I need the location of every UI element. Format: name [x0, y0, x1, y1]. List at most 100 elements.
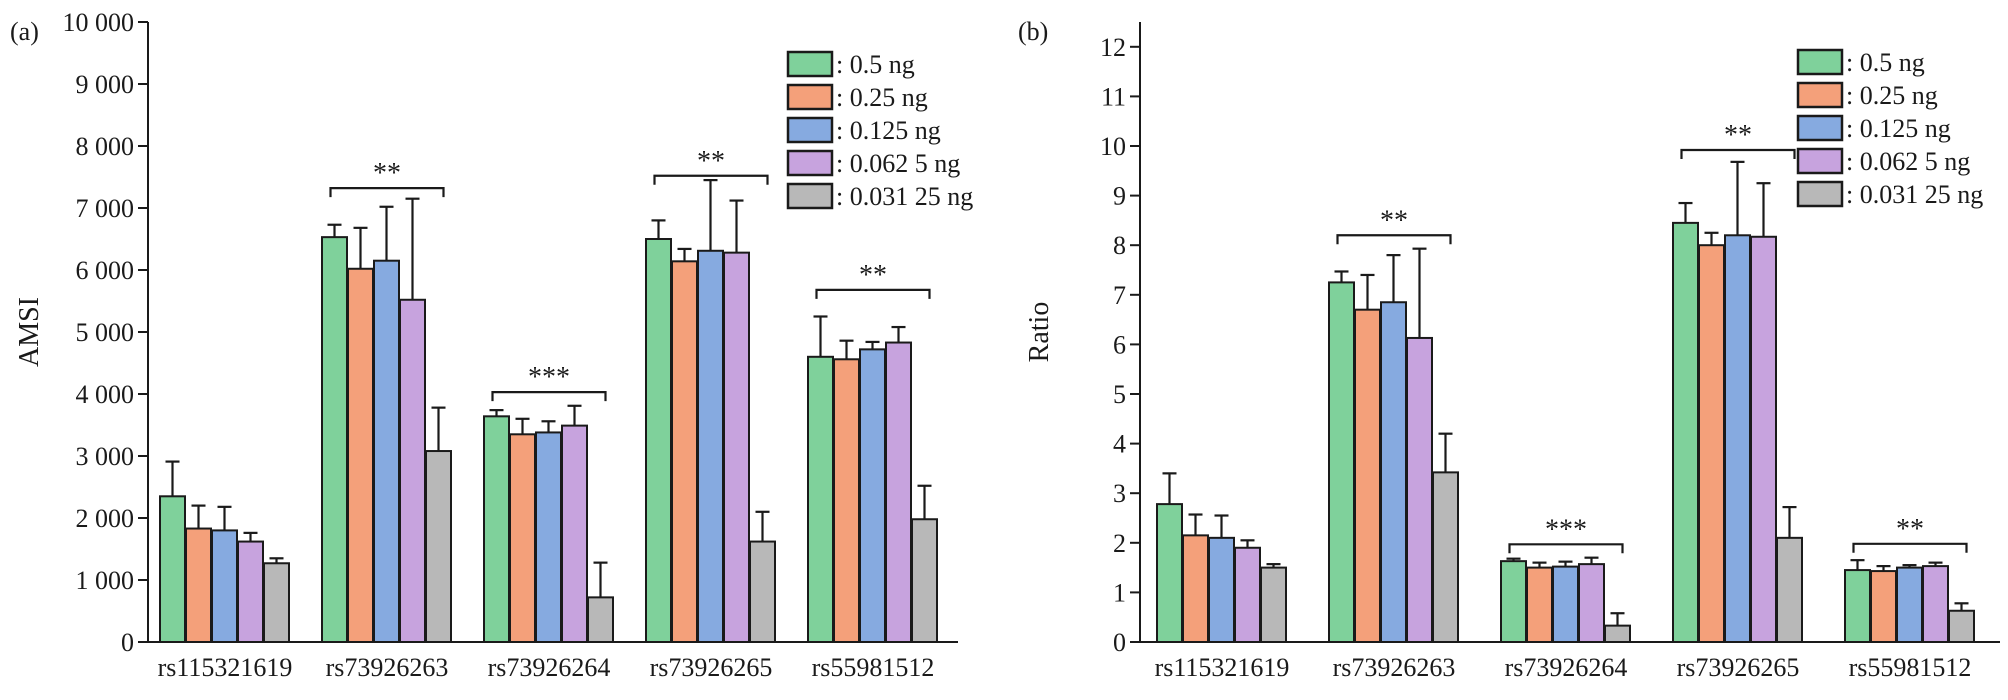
- significance-label: **: [859, 260, 887, 291]
- significance-label: **: [1896, 514, 1924, 545]
- y-tick-label: 0: [121, 628, 134, 657]
- x-tick-label: rs73926265: [1677, 653, 1800, 682]
- panel-label: (b): [1018, 17, 1048, 46]
- y-tick-label: 11: [1101, 82, 1126, 111]
- y-tick-label: 9 000: [76, 70, 135, 99]
- bar: [645, 238, 672, 643]
- panel-a: (a) 0 1 000 2 000 3 000 4 000 5 000 6 000 7 000 8…: [10, 8, 973, 682]
- x-tick-label: rs73926264: [1505, 653, 1628, 682]
- bar: [399, 298, 426, 643]
- y-tick-label: 3: [1113, 479, 1126, 508]
- bar: [1354, 308, 1381, 643]
- legend-label: : 0.125 ng: [1846, 114, 1951, 143]
- y-tick-label: 12: [1100, 33, 1126, 62]
- legend-swatch: [786, 50, 834, 78]
- legend-label: : 0.25 ng: [836, 83, 928, 112]
- bar: [723, 251, 750, 643]
- legend-swatch: [1796, 114, 1844, 142]
- y-tick-label: 4 000: [76, 380, 135, 409]
- bar: [373, 259, 400, 643]
- bar: [1776, 536, 1803, 644]
- legend-label: : 0.031 25 ng: [1846, 180, 1983, 209]
- bar: [1870, 570, 1897, 644]
- bar: [749, 540, 776, 643]
- bar: [509, 433, 536, 643]
- x-tick-label: rs73926264: [488, 653, 611, 682]
- y-tick-label: 0: [1113, 628, 1126, 657]
- bar: [211, 529, 238, 644]
- bar: [807, 355, 834, 643]
- significance-bracket: [815, 288, 931, 299]
- legend-label: : 0.125 ng: [836, 116, 941, 145]
- bar: [1432, 471, 1459, 644]
- legend-swatch: [786, 83, 834, 111]
- bar: [263, 562, 290, 644]
- legend-label: : 0.062 5 ng: [836, 149, 960, 178]
- bar: [159, 495, 186, 643]
- x-tick-label: rs73926263: [1333, 653, 1456, 682]
- significance-label: **: [1724, 120, 1752, 151]
- bar: [1604, 624, 1631, 644]
- y-tick-label: 6: [1113, 330, 1126, 359]
- y-axis-title: Ratio: [1024, 302, 1055, 363]
- bar: [1526, 566, 1553, 643]
- x-tick-label: rs55981512: [1849, 653, 1972, 682]
- bar: [587, 596, 614, 643]
- significance-bracket: [1336, 234, 1452, 245]
- bar: [1234, 546, 1261, 644]
- bar: [1552, 565, 1579, 643]
- legend-label: : 0.5 ng: [836, 50, 915, 79]
- significance-label: **: [1380, 205, 1408, 236]
- bar: [859, 348, 886, 643]
- legend-label: : 0.031 25 ng: [836, 182, 973, 211]
- x-tick-label: rs55981512: [812, 653, 935, 682]
- significance-bracket: [491, 391, 607, 402]
- y-tick-label: 2: [1113, 529, 1126, 558]
- y-tick-label: 3 000: [76, 442, 135, 471]
- bar: [1750, 235, 1777, 643]
- legend-label: : 0.062 5 ng: [1846, 147, 1970, 176]
- y-tick-label: 9: [1113, 182, 1126, 211]
- panel-label: (a): [10, 17, 39, 46]
- legend-label: : 0.5 ng: [1846, 48, 1925, 77]
- x-tick-label: rs73926265: [650, 653, 773, 682]
- bar: [1724, 234, 1751, 643]
- bar: [425, 450, 452, 644]
- x-tick-label: rs73926263: [326, 653, 449, 682]
- bar: [1896, 566, 1923, 643]
- bar: [185, 527, 212, 643]
- bar: [1208, 536, 1235, 644]
- bar: [1948, 609, 1975, 644]
- bar: [1260, 566, 1287, 643]
- x-tick-label: rs115321619: [158, 653, 293, 682]
- y-tick-label: 7 000: [76, 194, 135, 223]
- bar: [671, 260, 698, 643]
- bar: [1844, 569, 1871, 644]
- bar: [697, 249, 724, 643]
- y-tick-label: 2 000: [76, 504, 135, 533]
- significance-label: ***: [528, 362, 570, 393]
- bar: [911, 518, 938, 643]
- legend-swatch: [786, 149, 834, 177]
- y-tick-label: 5 000: [76, 318, 135, 347]
- significance-bracket: [653, 174, 769, 185]
- significance-label: ***: [1545, 514, 1587, 545]
- y-tick-label: 10: [1100, 132, 1126, 161]
- bar: [1922, 565, 1949, 643]
- bar: [885, 341, 912, 643]
- bar: [321, 236, 348, 643]
- bar: [483, 415, 510, 643]
- bar: [1500, 560, 1527, 643]
- legend-swatch: [1796, 147, 1844, 175]
- bar: [1328, 281, 1355, 643]
- y-axis-title: AMSI: [14, 297, 45, 367]
- significance-label: **: [697, 146, 725, 177]
- significance-label: **: [373, 158, 401, 189]
- y-tick-label: 8: [1113, 231, 1126, 260]
- bar: [1698, 244, 1725, 643]
- x-tick-label: rs115321619: [1155, 653, 1290, 682]
- legend-swatch: [1796, 81, 1844, 109]
- legend-label: : 0.25 ng: [1846, 81, 1938, 110]
- bar: [1182, 534, 1209, 643]
